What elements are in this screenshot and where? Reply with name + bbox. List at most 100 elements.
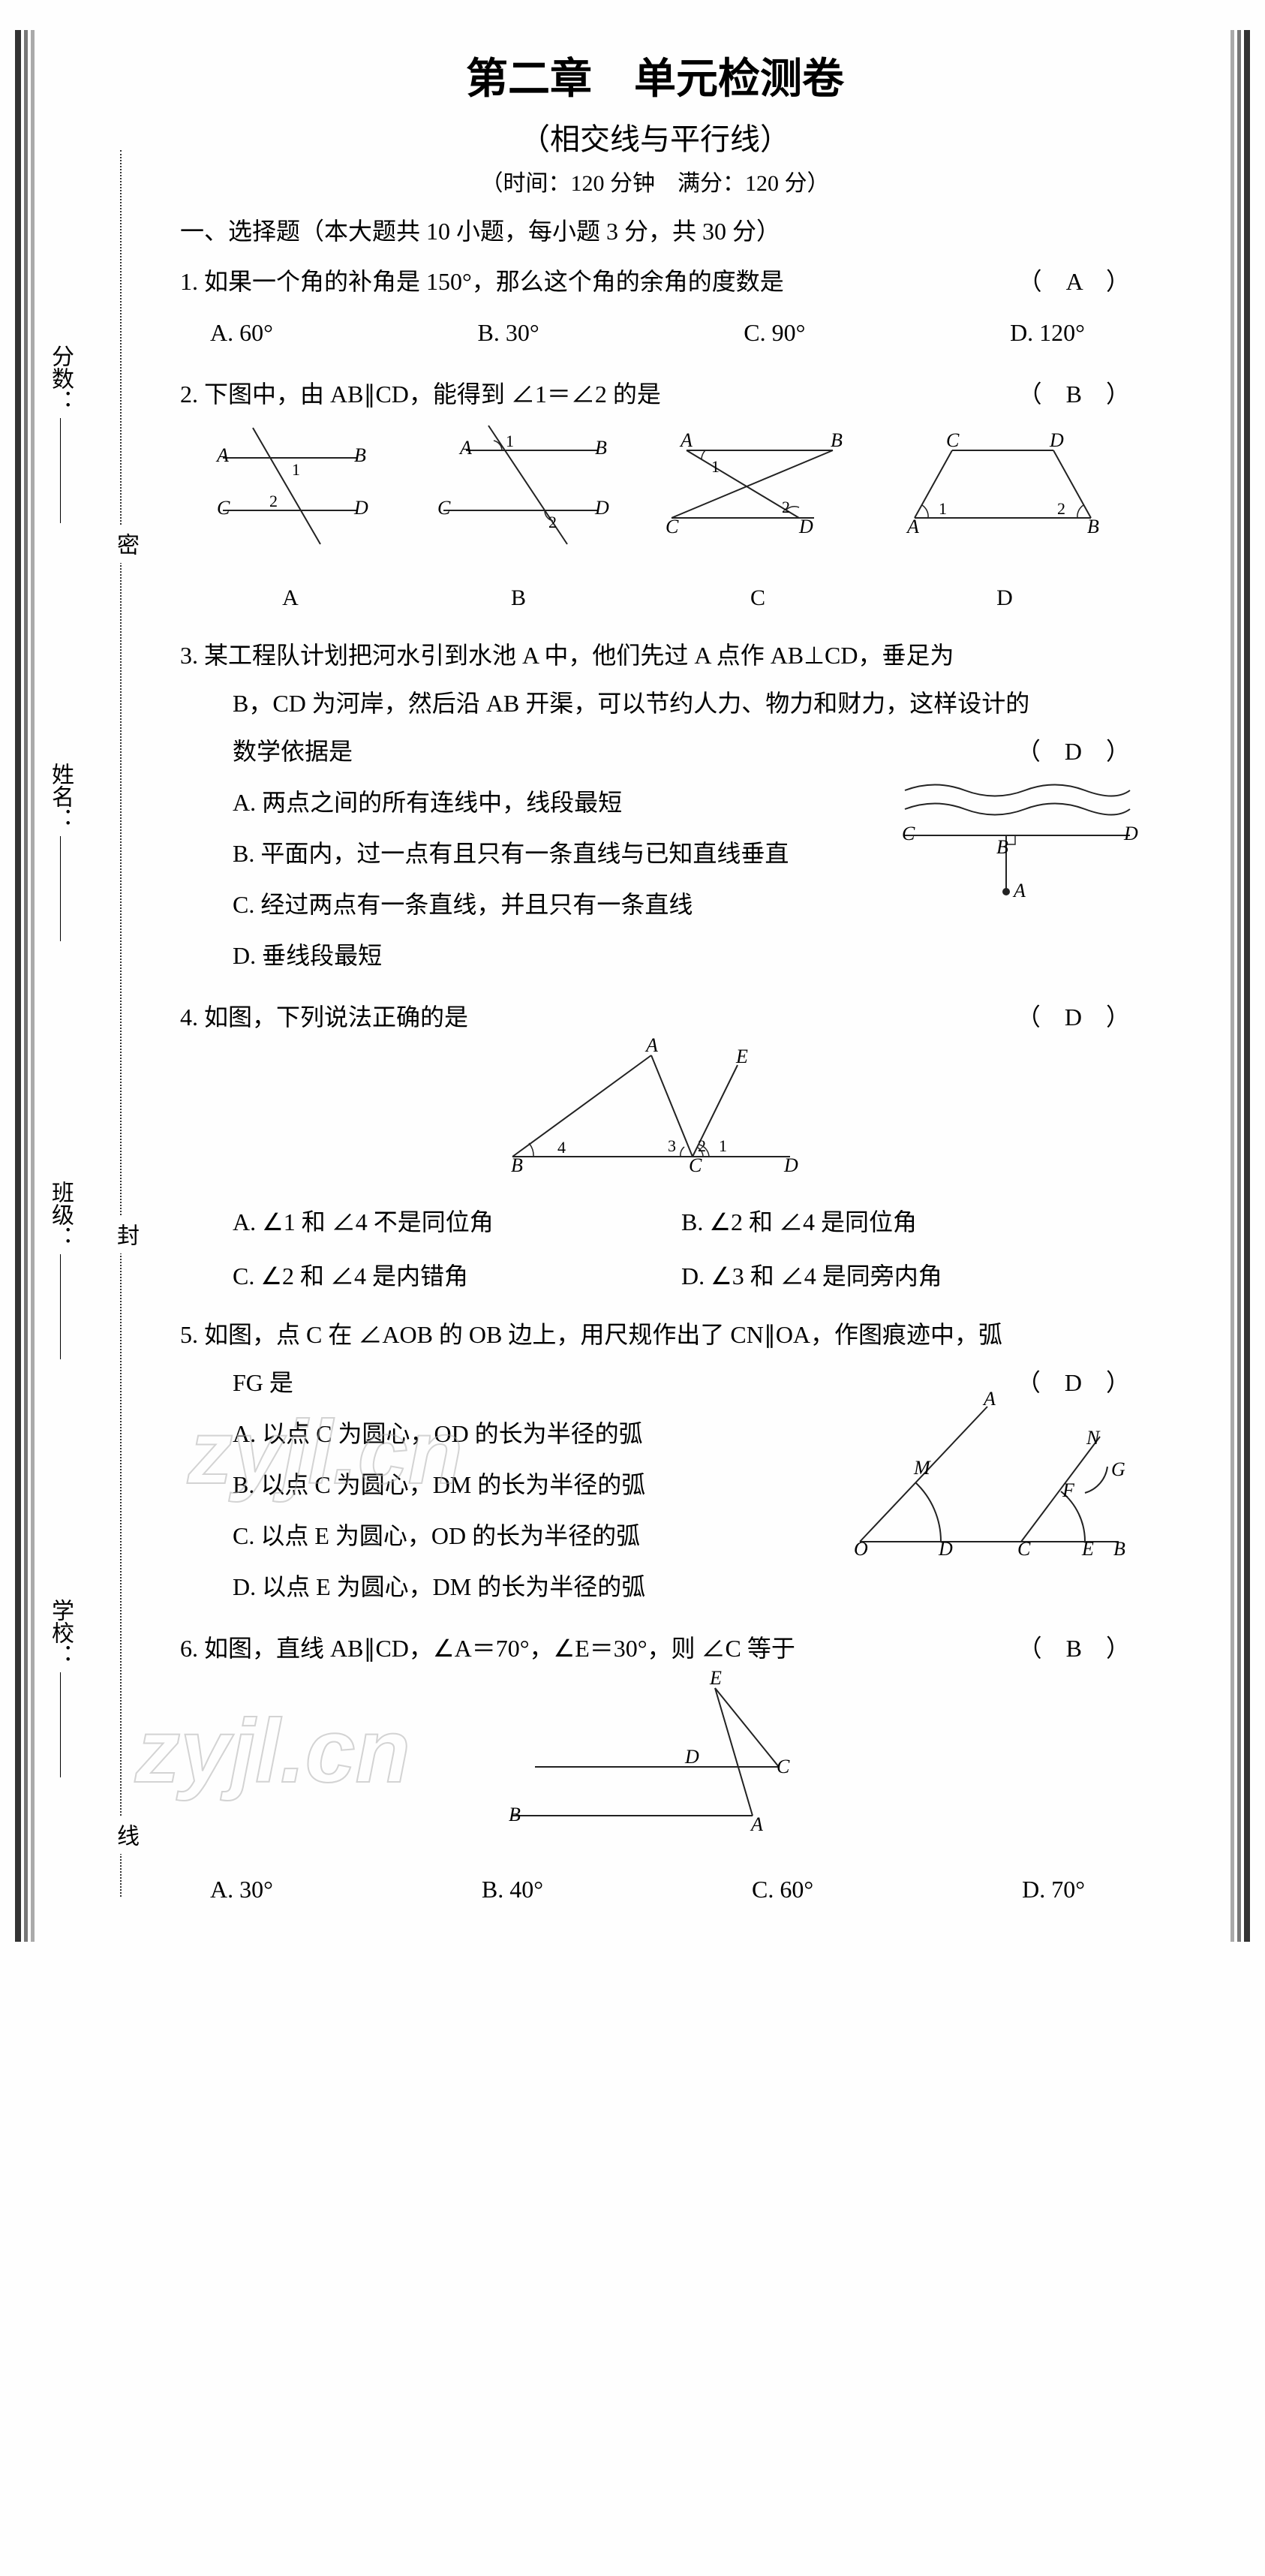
q2-stem: 2. 下图中，由 AB∥CD，能得到 ∠1＝∠2 的是 [180,370,1130,418]
svg-text:A: A [215,444,229,466]
question-6: （ B ） 6. 如图，直线 AB∥CD，∠A＝70°，∠E＝30°，则 ∠C … [180,1624,1130,1916]
svg-text:C: C [666,516,679,537]
seal-mi: 密 [109,525,142,563]
svg-text:zyjl.cn: zyjl.cn [134,1701,410,1801]
q2-figure-b: AB CD 1 2 [428,432,608,555]
q6-choice-a: A. 30° [210,1865,273,1913]
q4-choice-a: A. ∠1 和 ∠4 不是同位角 [233,1198,681,1246]
q2-label-b: B [428,576,608,621]
question-4: （ D ） 4. 如图，下列说法正确的是 BCD AE 4 3 2 1 A. ∠… [180,993,1130,1300]
svg-text:A: A [906,516,919,537]
svg-text:A: A [982,1388,996,1410]
q5-stem-1: 5. 如图，点 C 在 ∠AOB 的 OB 边上，用尺规作出了 CN∥OA，作图… [180,1311,1130,1359]
svg-text:D: D [353,497,368,519]
q3-figure: CD BA [905,775,1130,903]
seal-xian: 线 [109,1816,142,1854]
svg-text:2: 2 [1057,499,1065,518]
svg-text:D: D [684,1746,699,1768]
q1-choices: A. 60° B. 30° C. 90° D. 120° [180,305,1130,360]
svg-text:G: G [1111,1458,1125,1480]
svg-text:D: D [594,497,609,519]
svg-text:B: B [509,1804,521,1825]
svg-text:A: A [1012,880,1026,901]
q6-choice-c: C. 60° [752,1865,813,1913]
q6-choice-b: B. 40° [482,1865,543,1913]
exam-title: 第二章 单元检测卷 [180,45,1130,106]
svg-text:A: A [679,429,693,451]
svg-text:C: C [902,823,915,844]
svg-text:E: E [1081,1538,1094,1560]
svg-text:2: 2 [269,492,278,510]
q2-label-a: A [208,576,373,621]
q2-label-c: C [664,576,852,621]
svg-text:1: 1 [711,457,720,476]
question-3: 3. 某工程队计划把河水引到水池 A 中，他们先过 A 点作 AB⊥CD，垂足为… [180,631,1130,983]
svg-text:B: B [996,836,1008,858]
q3-answer: （ D ） [1017,727,1130,775]
question-1: （ A ） 1. 如果一个角的补角是 150°，那么这个角的余角的度数是 A. … [180,257,1130,360]
svg-text:M: M [913,1457,931,1479]
seal-dotted-line [120,150,122,1897]
q4-answer: （ D ） [1017,993,1130,1041]
q2-figure-d: CD AB 1 2 [907,432,1102,555]
svg-text:B: B [1087,516,1099,537]
q1-choice-c: C. 90° [744,308,805,357]
sidebar-score: 分数： [44,330,77,538]
q6-stem: 6. 如图，直线 AB∥CD，∠A＝70°，∠E＝30°，则 ∠C 等于 [180,1624,1130,1672]
svg-text:D: D [938,1538,953,1560]
svg-text:D: D [783,1154,798,1176]
q4-figure: BCD AE 4 3 2 1 [512,1052,798,1172]
section-1-heading: 一、选择题（本大题共 10 小题，每小题 3 分，共 30 分） [180,212,1130,247]
q1-choice-b: B. 30° [478,308,539,357]
svg-text:D: D [798,516,813,537]
q2-label-d: D [907,576,1102,621]
svg-text:A: A [458,437,472,459]
svg-text:1: 1 [292,460,300,479]
svg-text:F: F [1062,1479,1075,1501]
q6-answer: （ B ） [1018,1624,1130,1672]
sidebar-name: 姓名： [44,748,77,956]
svg-text:C: C [689,1154,702,1176]
svg-text:B: B [511,1154,523,1176]
q4-choices: A. ∠1 和 ∠4 不是同位角 B. ∠2 和 ∠4 是同位角 C. ∠2 和… [180,1198,1130,1300]
q1-choice-a: A. 60° [210,308,273,357]
svg-text:A: A [645,1034,658,1056]
q2-figure-a: AB CD 1 2 [208,432,373,555]
svg-text:B: B [354,444,366,466]
q1-stem: 1. 如果一个角的补角是 150°，那么这个角的余角的度数是 [180,257,1130,305]
q3-stem-1: 3. 某工程队计划把河水引到水池 A 中，他们先过 A 点作 AB⊥CD，垂足为 [180,631,1130,679]
q2-answer: （ B ） [1018,370,1130,418]
q5-choice-d: D. 以点 E 为圆心，DM 的长为半径的弧 [233,1563,1130,1611]
q4-choice-b: B. ∠2 和 ∠4 是同位角 [681,1198,1130,1246]
q2-figure-c: AB CD 1 2 [664,432,852,555]
page-right-edge [1197,0,1265,1972]
exam-content: 第二章 单元检测卷 （相交线与平行线） （时间：120 分钟 满分：120 分）… [150,30,1160,1942]
exam-subtitle: （相交线与平行线） [180,115,1130,158]
q6-choices: A. 30° B. 40° C. 60° D. 70° [180,1862,1130,1916]
svg-text:B: B [831,429,843,451]
q3-stem-2: B，CD 为河岸，然后沿 AB 开渠，可以节约人力、物力和财力，这样设计的 [180,679,1130,727]
sidebar-school: 学校： [44,1584,77,1792]
q2-figures: AB CD 1 2 A AB CD 1 2 [180,432,1130,621]
binding-sidebar: 分数： 姓名： 班级： 学校： [15,225,105,1897]
exam-meta: （时间：120 分钟 满分：120 分） [180,164,1130,197]
q3-stem-3: 数学依据是 [233,738,353,765]
q4-choice-d: D. ∠3 和 ∠4 是同旁内角 [681,1252,1130,1300]
svg-text:2: 2 [548,513,557,531]
q5-figure: OD CEB AM NFG [860,1407,1130,1557]
svg-text:N: N [1086,1427,1101,1449]
q6-choice-d: D. 70° [1022,1865,1085,1913]
svg-text:1: 1 [506,432,514,450]
svg-text:1: 1 [939,499,947,518]
q5-stem-2: FG 是 [233,1369,293,1396]
q3-choice-d: D. 垂线段最短 [233,931,1130,980]
svg-text:1: 1 [719,1136,727,1155]
svg-text:B: B [1113,1538,1125,1560]
q5-answer: （ D ） [1017,1359,1130,1407]
svg-text:4: 4 [557,1138,566,1157]
svg-text:A: A [750,1813,763,1835]
q6-figure: BA DC E [505,1684,805,1834]
svg-text:E: E [709,1667,722,1689]
question-5: 5. 如图，点 C 在 ∠AOB 的 OB 边上，用尺规作出了 CN∥OA，作图… [180,1311,1130,1614]
q1-choice-d: D. 120° [1010,308,1085,357]
